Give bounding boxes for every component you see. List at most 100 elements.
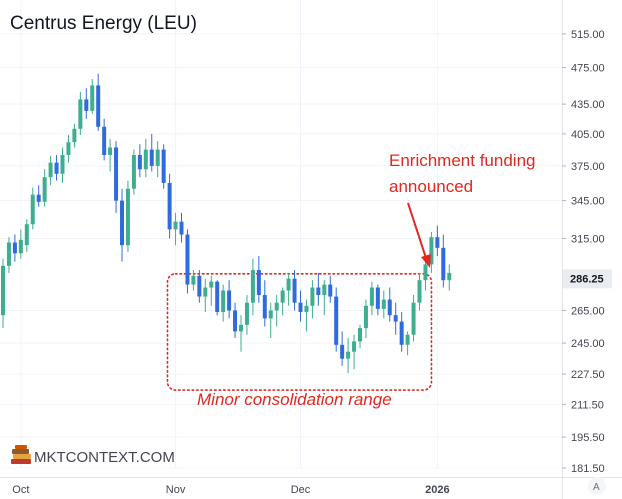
candle-up (66, 142, 71, 155)
funding-annotation: Enrichment funding announced (389, 151, 535, 268)
candles-group (1, 73, 452, 374)
candle-up (1, 265, 5, 316)
y-tick-label: 435.00 (571, 99, 605, 111)
candle-down (316, 287, 321, 296)
candle-down (334, 296, 339, 345)
candle-up (239, 324, 243, 332)
candle-up (369, 287, 374, 306)
candle-up (250, 270, 255, 303)
candle-up (280, 290, 285, 303)
x-axis: Oct Nov Dec 2026 (12, 484, 449, 496)
candle-up (6, 242, 11, 266)
candle-down (375, 287, 380, 309)
y-tick-label: 475.00 (571, 63, 605, 75)
y-tick-label: 265.00 (571, 305, 605, 317)
candle-down (328, 284, 333, 297)
candle-down (149, 149, 154, 166)
candle-up (191, 275, 196, 285)
candle-up (90, 85, 95, 111)
annotation-arrow (407, 202, 427, 259)
candle-up (78, 99, 83, 129)
y-tick-label: 181.50 (571, 463, 605, 475)
candle-down (102, 126, 107, 155)
candle-down (298, 302, 303, 313)
candle-down (340, 344, 345, 359)
candle-down (435, 237, 440, 248)
candle-up (209, 281, 214, 288)
y-tick-label: 315.00 (571, 233, 605, 245)
candle-up (322, 284, 327, 296)
candle-up (381, 299, 386, 309)
candle-up (363, 305, 368, 329)
auto-scale-button[interactable]: A (588, 477, 606, 495)
x-tick-label: Dec (291, 484, 311, 496)
y-tick-label: 195.50 (571, 432, 605, 444)
auto-scale-label[interactable]: A (593, 482, 600, 493)
candle-down (12, 242, 17, 254)
candle-up (358, 328, 362, 342)
chart-title: Centrus Energy (LEU) (10, 13, 197, 34)
last-price-label: 286.25 (570, 273, 604, 285)
y-tick-label: 245.00 (571, 338, 605, 350)
candle-up (417, 280, 422, 303)
candle-down (441, 247, 446, 281)
candle-up (108, 147, 113, 155)
candle-up (286, 278, 291, 291)
candle-up (447, 272, 452, 281)
annotation-range-label: Minor consolidation range (197, 390, 392, 409)
candle-down (387, 299, 392, 316)
candle-down (36, 194, 41, 202)
candle-down (114, 147, 119, 201)
candle-up (131, 154, 136, 189)
candle-up (310, 287, 315, 306)
candle-up (274, 302, 279, 311)
y-tick-label: 227.50 (571, 369, 605, 381)
candle-up (155, 149, 160, 166)
candle-down (161, 149, 166, 183)
consolidation-range-box (166, 273, 433, 391)
candle-up (48, 162, 53, 178)
y-tick-label: 405.00 (571, 129, 605, 141)
annotation-layer (166, 273, 433, 391)
candle-up (405, 334, 410, 345)
candle-up (268, 310, 273, 319)
x-tick-label: Oct (12, 484, 29, 496)
candle-up (423, 264, 428, 281)
candle-down (137, 154, 142, 170)
last-price-tag: 286.25 (563, 269, 612, 289)
candle-up (143, 149, 148, 170)
candle-up (72, 128, 77, 143)
y-tick-label: 345.00 (571, 196, 605, 208)
y-tick-label: 515.00 (571, 29, 605, 41)
candle-up (125, 188, 130, 246)
candle-down (215, 281, 220, 313)
candle-down (233, 310, 238, 332)
x-tick-label: Nov (166, 484, 186, 496)
candle-up (173, 221, 178, 230)
candle-up (244, 302, 249, 325)
candle-up (18, 239, 23, 254)
y-tick-label: 375.00 (571, 161, 605, 173)
candle-down (292, 278, 297, 303)
candle-down (393, 315, 398, 322)
candle-down (262, 295, 267, 319)
candle-down (96, 85, 101, 127)
candle-down (197, 275, 202, 297)
candle-up (60, 154, 65, 174)
candle-down (227, 290, 232, 311)
annotation-funding-line2: announced (389, 177, 473, 196)
candle-up (346, 351, 351, 359)
candle-down (167, 182, 172, 230)
candle-down (256, 270, 261, 296)
candle-up (24, 224, 29, 246)
candle-up (304, 305, 309, 313)
candle-down (399, 321, 404, 345)
candle-up (429, 237, 434, 265)
last-price-background (563, 269, 612, 289)
annotation-funding-line1: Enrichment funding (389, 151, 535, 170)
candle-up (203, 287, 208, 297)
candle-down (185, 234, 190, 285)
x-tick-label: 2026 (425, 484, 449, 496)
